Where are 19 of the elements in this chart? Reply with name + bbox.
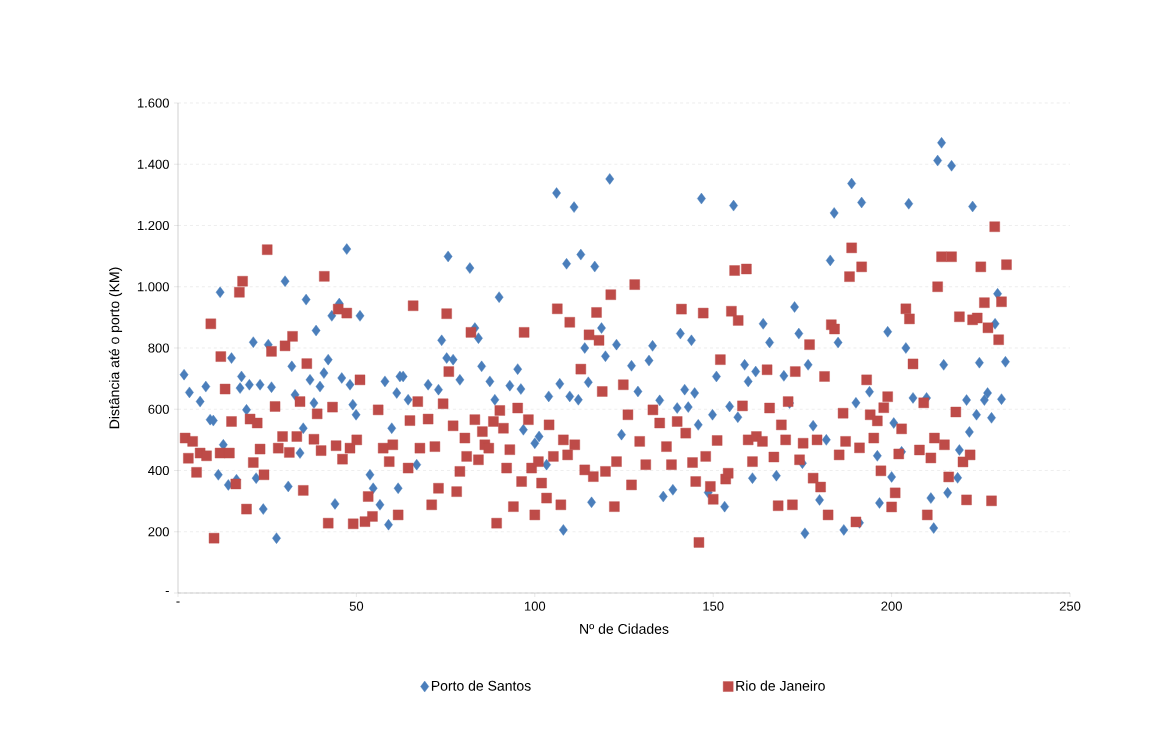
legend-label: Rio de Janeiro [736,680,825,691]
y-tick-label: 600 [148,404,169,414]
y-tick-label: 1.400 [137,159,169,169]
y-tick-label: 1.600 [137,98,169,108]
y-tick-label: 1.200 [137,220,169,231]
y-tick-label: - [165,591,169,593]
y-tick-label: 200 [148,527,169,537]
x-axis-title: Nº de Cidades [580,623,669,634]
y-tick-label: 800 [148,343,169,353]
x-tick-label: 250 [1059,601,1081,611]
x-tick-label: 50 [349,601,364,611]
y-axis-title: Distância até o porto (KM) [108,267,123,429]
x-tick-label: - [176,601,180,603]
x-tick-label: 150 [703,601,724,611]
x-tick-label: 100 [524,601,546,611]
legend-label: Porto de Santos [431,680,531,691]
y-tick-label: 400 [148,465,169,476]
y-tick-label: 1.000 [137,282,169,292]
x-tick-label: 200 [881,601,902,611]
